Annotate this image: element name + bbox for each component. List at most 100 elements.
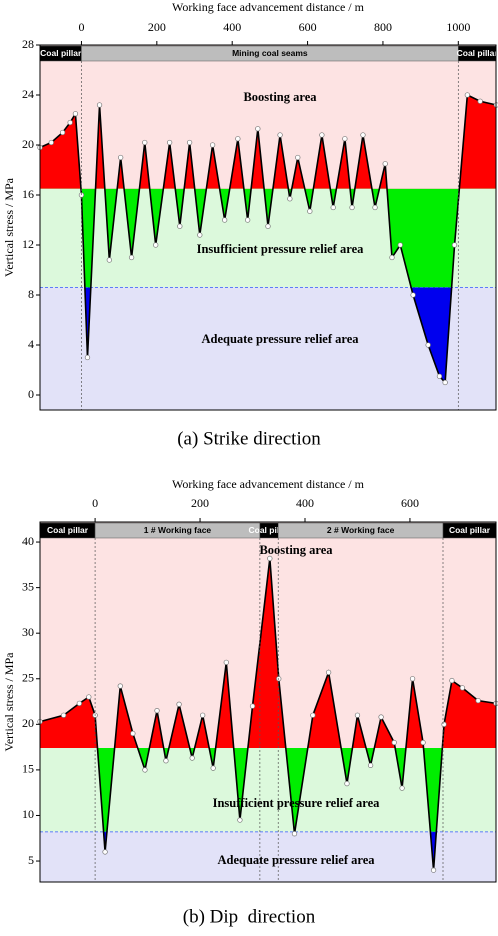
y-tick-label: 16 [22,187,34,201]
data-point [176,701,182,707]
y-tick-label: 15 [22,762,34,776]
data-point [372,204,378,211]
x-tick-label: 600 [299,20,317,34]
segment-label: Coal pillar [457,48,498,58]
y-tick-label: 12 [22,237,34,251]
data-point [475,697,481,704]
zone-label: Insufficient pressure relief area [213,796,381,810]
x-tick-label: 0 [92,496,98,510]
data-point [163,758,169,764]
chart: Coal pillar 1 # Working face Coal pillar 2 … [2,477,498,927]
zone-background [40,45,496,189]
caption: (b) Dip direction [183,906,316,927]
y-axis-title: Vertical stress / MPa [2,177,16,277]
data-point [344,780,350,787]
caption: (a) Strike direction [177,428,321,449]
data-point [235,136,241,142]
data-point [177,223,183,229]
data-point [102,849,108,855]
data-point [307,208,313,214]
data-point [442,379,448,386]
data-point [200,712,206,718]
data-point [67,119,73,126]
data-point [378,714,384,720]
data-point [117,154,124,161]
x-tick-label: 200 [191,496,209,510]
plot-frame [39,44,497,411]
data-point [142,139,148,146]
x-tick-label: 400 [296,496,314,510]
data-point [128,254,135,261]
data-point [276,676,282,682]
data-point [349,204,355,211]
data-point [142,767,148,773]
x-axis-title: Working face advancement distance / m [172,0,365,14]
segment-label: Coal pillar [47,525,89,535]
y-tick-label: 35 [22,579,34,593]
data-point [319,132,325,138]
y-tick-label: 4 [28,337,34,351]
stress-line [39,93,497,385]
zone-background [40,748,496,832]
data-point [237,817,243,823]
data-point [464,92,471,98]
zone-fill [84,287,452,383]
y-tick-label: 40 [22,534,34,548]
segment-label: Mining coal seams [232,48,308,58]
data-point [166,139,173,146]
data-point [223,659,229,666]
data-point [325,669,332,676]
zone-label: Boosting area [259,543,333,557]
zone-label: Adequate pressure relief area [201,332,359,346]
data-point [186,139,193,146]
data-point [117,683,123,689]
x-tick-label: 0 [78,20,84,34]
data-point [255,126,261,132]
data-point [330,204,336,211]
chart: Coal pillar Mining coal seams Coal pillar B… [2,0,498,449]
data-point [277,132,283,138]
y-tick-label: 24 [22,87,34,101]
y-tick-label: 0 [28,387,34,401]
data-point [210,765,216,771]
data-point [342,136,348,142]
data-point [391,739,397,746]
data-point [441,721,447,727]
data-point [382,161,388,167]
data-point [130,730,136,737]
zone-fill [40,188,496,288]
y-tick-label: 25 [22,671,34,685]
data-point [354,712,361,718]
data-point [244,217,251,223]
data-point [451,242,458,248]
segment-label: Coal pillar [249,525,291,535]
zone-background [40,831,496,882]
y-tick-label: 10 [22,807,34,821]
plot-frame [39,521,497,883]
data-point [389,254,395,261]
data-point [60,712,67,718]
data-point [367,762,374,768]
data-point [360,132,366,138]
data-point [430,867,437,873]
x-axis-title: Working face advancement distance / m [172,477,365,491]
y-tick-label: 28 [22,37,34,51]
data-point [410,292,416,298]
data-point [222,217,228,223]
y-tick-label: 5 [28,853,34,867]
data-point [76,700,83,707]
segment-label: Coal pillar [40,48,82,58]
data-point [267,555,273,562]
data-point [265,223,271,229]
y-tick-label: 20 [22,137,34,151]
data-point [291,831,298,837]
data-point [209,142,216,148]
zone-label: Boosting area [243,90,317,104]
data-point [397,242,403,248]
data-point [399,785,405,791]
data-point [420,739,426,746]
data-point [436,373,443,379]
y-tick-label: 8 [28,287,34,301]
data-point [425,342,431,348]
